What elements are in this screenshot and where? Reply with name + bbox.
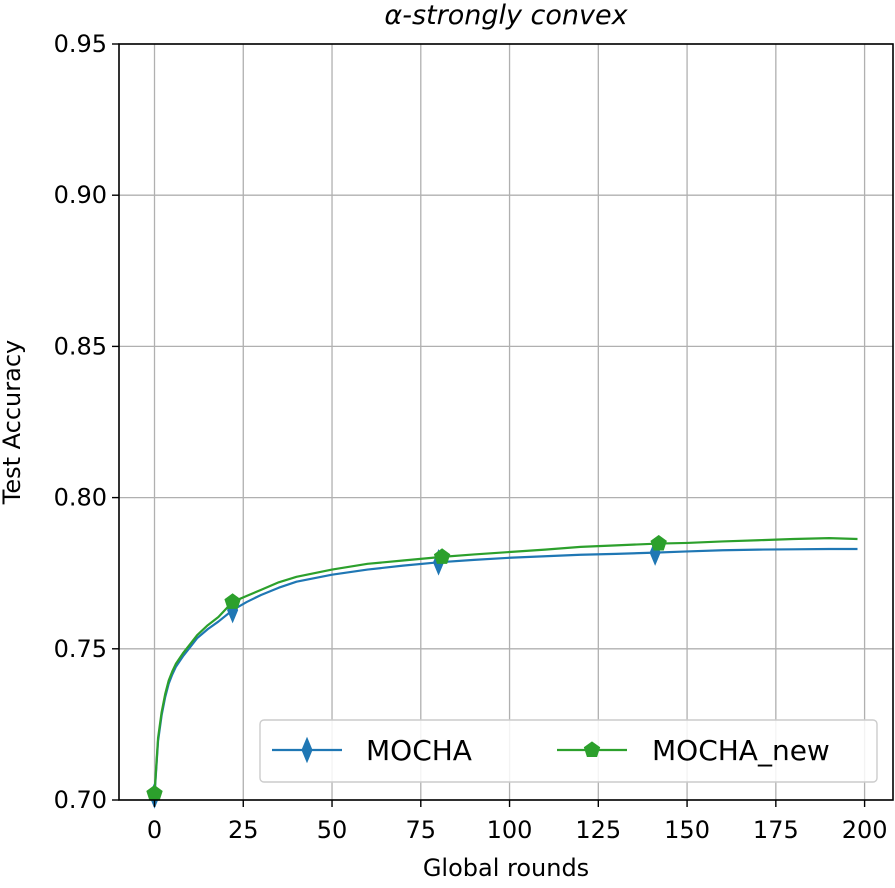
y-axis-ticks: 0.70 0.75 0.80 0.85 0.90 0.95 [54, 30, 119, 814]
series-mocha-new [146, 534, 858, 801]
x-tick-label: 0 [147, 816, 162, 844]
legend: MOCHA MOCHA_new [259, 719, 878, 783]
data-point-mocha-new [650, 534, 667, 551]
x-tick-label: 50 [317, 816, 348, 844]
x-axis-ticks: 0 25 50 75 100 125 150 175 200 [147, 800, 888, 844]
y-tick-label: 0.90 [54, 181, 107, 209]
x-tick-label: 150 [664, 816, 710, 844]
x-tick-label: 175 [753, 816, 799, 844]
plot-frame [118, 43, 894, 801]
legend-label-mocha-new: MOCHA_new [652, 734, 830, 767]
series-line-mocha [153, 547, 858, 796]
x-tick-label: 25 [228, 816, 259, 844]
legend-label-mocha: MOCHA [366, 734, 472, 767]
y-tick-label: 0.70 [54, 786, 107, 814]
legend-marker-mocha [301, 736, 313, 764]
x-tick-label: 75 [406, 816, 437, 844]
x-tick-label: 125 [575, 816, 621, 844]
y-axis-label: Test Accuracy [0, 340, 26, 505]
data-point-mocha-new [433, 548, 451, 564]
chart-title: α-strongly convex [384, 0, 628, 31]
y-tick-label: 0.75 [54, 635, 107, 663]
x-axis-label: Global rounds [423, 854, 589, 882]
series-layer [146, 534, 858, 809]
x-tick-label: 100 [487, 816, 533, 844]
data-point-mocha-new [224, 593, 241, 609]
legend-marker-mocha-new [583, 741, 601, 757]
y-tick-label: 0.95 [54, 30, 107, 58]
y-tick-label: 0.80 [54, 484, 107, 512]
x-tick-label: 200 [842, 816, 888, 844]
y-tick-label: 0.85 [54, 332, 107, 360]
series-line-mocha-new [153, 537, 858, 794]
